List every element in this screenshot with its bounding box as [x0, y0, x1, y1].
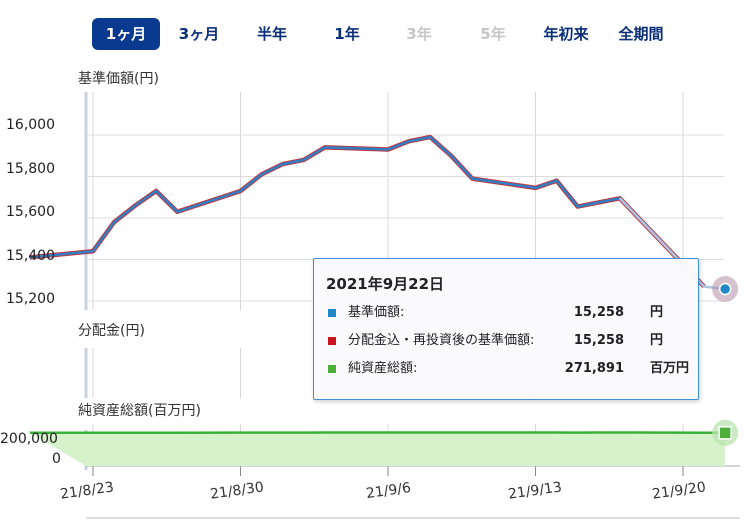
nav-ytick-16000: 16,000 — [6, 117, 55, 133]
tab-year-to-date[interactable]: 年初来 — [543, 25, 589, 43]
tooltip-label-assets: 純資産総額: — [348, 361, 418, 376]
nav-ytick-15800: 15,800 — [6, 161, 55, 177]
tab-1-month[interactable]: 1ヶ月 — [92, 18, 160, 50]
tooltip-value-nav: 15,258 — [573, 305, 624, 320]
tooltip-date: 2021年9月22日 — [326, 275, 445, 293]
tooltip-row-reinvest: 分配金込・再投資後の基準価額: 15,258 円 — [328, 331, 688, 351]
assets-ytick-0: 0 — [52, 451, 61, 467]
tab-all-period[interactable]: 全期間 — [618, 25, 664, 43]
tooltip-value-assets: 271,891 — [564, 361, 624, 376]
tooltip-label-reinvest: 分配金込・再投資後の基準価額: — [348, 333, 535, 348]
distribution-panel-title: 分配金(円) — [78, 323, 145, 339]
tooltip-row-assets: 純資産総額: 271,891 百万円 — [328, 359, 690, 379]
reinvest-swatch-icon — [328, 337, 336, 345]
net-assets-panel-title: 純資産総額(百万円) — [78, 403, 201, 419]
tooltip-row-nav: 基準価額: 15,258 円 — [328, 303, 688, 323]
nav-line — [29, 135, 706, 288]
tooltip-unit-assets: 百万円 — [650, 361, 690, 376]
nav-ytick-15200: 15,200 — [6, 291, 55, 307]
nav-swatch-icon — [328, 309, 336, 317]
assets-marker — [718, 426, 732, 440]
tooltip-unit-reinvest: 円 — [650, 333, 664, 348]
nav-marker — [718, 282, 732, 296]
period-tabs: 1ヶ月 3ヶ月 半年 1年 3年 5年 年初来 全期間 — [92, 18, 692, 52]
tooltip-value-reinvest: 15,258 — [573, 333, 624, 348]
nav-ytick-15400: 15,400 — [6, 248, 55, 264]
tooltip-unit-nav: 円 — [650, 305, 664, 320]
data-tooltip: 2021年9月22日 基準価額: 15,258 円 分配金込・再投資後の基準価額… — [313, 258, 699, 400]
tab-1-year[interactable]: 1年 — [334, 25, 360, 43]
net-assets-area — [29, 432, 726, 466]
tab-half-year[interactable]: 半年 — [256, 25, 287, 43]
tooltip-label-nav: 基準価額: — [348, 305, 405, 320]
tab-3-months[interactable]: 3ヶ月 — [178, 25, 220, 43]
nav-panel-title: 基準価額(円) — [78, 71, 159, 87]
tab-3-years: 3年 — [406, 25, 432, 43]
assets-swatch-icon — [328, 365, 336, 373]
nav-ytick-15600: 15,600 — [6, 204, 55, 220]
assets-ytick-200000: 200,000 — [0, 431, 58, 447]
tab-5-years: 5年 — [480, 25, 506, 43]
